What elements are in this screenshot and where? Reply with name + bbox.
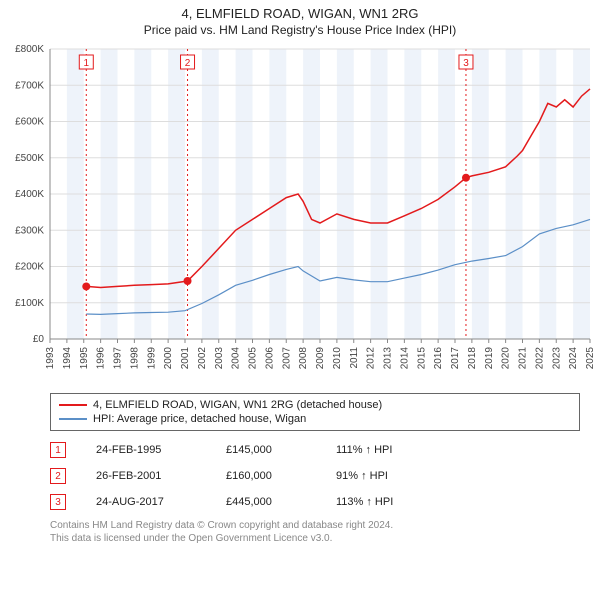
- sale-point: [462, 174, 470, 182]
- chart-svg: £0 £100K £200K £300K £400K £500K £600K £700K £80…: [0, 39, 600, 389]
- x-tick-label: 1994: [62, 347, 73, 370]
- sale-row-marker: 2: [50, 468, 66, 484]
- chart-area: £0 £100K £200K £300K £400K £500K £600K £700K £80…: [0, 39, 600, 389]
- sales-table: 1 24-FEB-1995 £145,000 111% ↑ HPI 2 26-FEB-20…: [50, 437, 580, 515]
- sale-point: [82, 282, 90, 290]
- sale-row: 3 24-AUG-2017 £445,000 113% ↑ HPI: [50, 489, 580, 515]
- titles: 4, ELMFIELD ROAD, WIGAN, WN1 2RG Price p…: [0, 0, 600, 39]
- legend-label: 4, ELMFIELD ROAD, WIGAN, WN1 2RG (detach…: [93, 399, 382, 411]
- x-tick-label: 2018: [467, 347, 478, 370]
- x-tick-label: 2014: [399, 347, 410, 370]
- legend-swatch: [59, 404, 87, 406]
- x-tick-label: 2017: [450, 347, 461, 370]
- sale-marker-number: 2: [185, 58, 191, 69]
- sale-marker-number: 3: [463, 58, 469, 69]
- y-tick-label: £600K: [15, 117, 44, 128]
- x-tick-label: 2008: [298, 347, 309, 370]
- x-tick-label: 2021: [518, 347, 529, 370]
- x-tick-label: 2023: [551, 347, 562, 370]
- sale-price: £445,000: [226, 496, 306, 508]
- x-tick-label: 2020: [501, 347, 512, 370]
- x-tick-label: 2019: [484, 347, 495, 370]
- y-tick-label: £300K: [15, 225, 44, 236]
- x-tick-label: 2011: [349, 347, 360, 369]
- footer-line2: This data is licensed under the Open Gov…: [50, 532, 580, 545]
- legend: 4, ELMFIELD ROAD, WIGAN, WN1 2RG (detach…: [50, 393, 580, 431]
- legend-swatch: [59, 418, 87, 420]
- legend-item: HPI: Average price, detached house, Wiga…: [59, 412, 571, 426]
- x-tick-label: 2006: [264, 347, 275, 370]
- x-tick-label: 1995: [79, 347, 90, 370]
- x-tick-label: 2016: [433, 347, 444, 370]
- chart-subtitle: Price paid vs. HM Land Registry's House …: [4, 23, 596, 37]
- x-tick-label: 1997: [113, 347, 124, 370]
- x-tick-label: 2003: [214, 347, 225, 370]
- sale-date: 24-AUG-2017: [96, 496, 196, 508]
- x-tick-label: 2024: [568, 347, 579, 370]
- sale-row: 2 26-FEB-2001 £160,000 91% ↑ HPI: [50, 463, 580, 489]
- y-tick-label: £500K: [15, 153, 44, 164]
- x-tick-label: 1993: [45, 347, 56, 370]
- footer: Contains HM Land Registry data © Crown c…: [50, 519, 580, 545]
- x-tick-label: 1996: [96, 347, 107, 370]
- sale-row: 1 24-FEB-1995 £145,000 111% ↑ HPI: [50, 437, 580, 463]
- sale-price: £145,000: [226, 444, 306, 456]
- x-tick-label: 2013: [383, 347, 394, 370]
- sale-marker-number: 1: [84, 58, 90, 69]
- x-tick-label: 2005: [248, 347, 259, 370]
- x-tick-label: 2012: [366, 347, 377, 370]
- chart-container: 4, ELMFIELD ROAD, WIGAN, WN1 2RG Price p…: [0, 0, 600, 545]
- y-tick-label: £100K: [15, 298, 44, 309]
- sale-hpi: 91% ↑ HPI: [336, 470, 436, 482]
- y-tick-label: £400K: [15, 189, 44, 200]
- y-tick-label: £800K: [15, 44, 44, 55]
- sale-hpi: 113% ↑ HPI: [336, 496, 436, 508]
- footer-line1: Contains HM Land Registry data © Crown c…: [50, 519, 580, 532]
- x-tick-label: 2002: [197, 347, 208, 370]
- x-tick-label: 2025: [585, 347, 596, 370]
- x-tick-label: 2004: [231, 347, 242, 370]
- y-tick-label: £700K: [15, 80, 44, 91]
- sale-date: 24-FEB-1995: [96, 444, 196, 456]
- x-tick-label: 2022: [534, 347, 545, 370]
- sale-point: [184, 277, 192, 285]
- x-tick-label: 2007: [281, 347, 292, 370]
- sale-hpi: 111% ↑ HPI: [336, 444, 436, 456]
- legend-item: 4, ELMFIELD ROAD, WIGAN, WN1 2RG (detach…: [59, 398, 571, 412]
- x-tick-label: 2010: [332, 347, 343, 370]
- chart-title: 4, ELMFIELD ROAD, WIGAN, WN1 2RG: [4, 6, 596, 21]
- y-tick-label: £0: [33, 334, 45, 345]
- x-tick-label: 2015: [416, 347, 427, 370]
- x-tick-label: 1998: [129, 347, 140, 370]
- x-tick-label: 2001: [180, 347, 191, 370]
- sale-row-marker: 1: [50, 442, 66, 458]
- legend-label: HPI: Average price, detached house, Wiga…: [93, 413, 306, 425]
- x-tick-label: 2009: [315, 347, 326, 370]
- x-tick-label: 1999: [146, 347, 157, 370]
- x-tick-label: 2000: [163, 347, 174, 370]
- sale-row-marker: 3: [50, 494, 66, 510]
- sale-date: 26-FEB-2001: [96, 470, 196, 482]
- y-tick-label: £200K: [15, 262, 44, 273]
- sale-price: £160,000: [226, 470, 306, 482]
